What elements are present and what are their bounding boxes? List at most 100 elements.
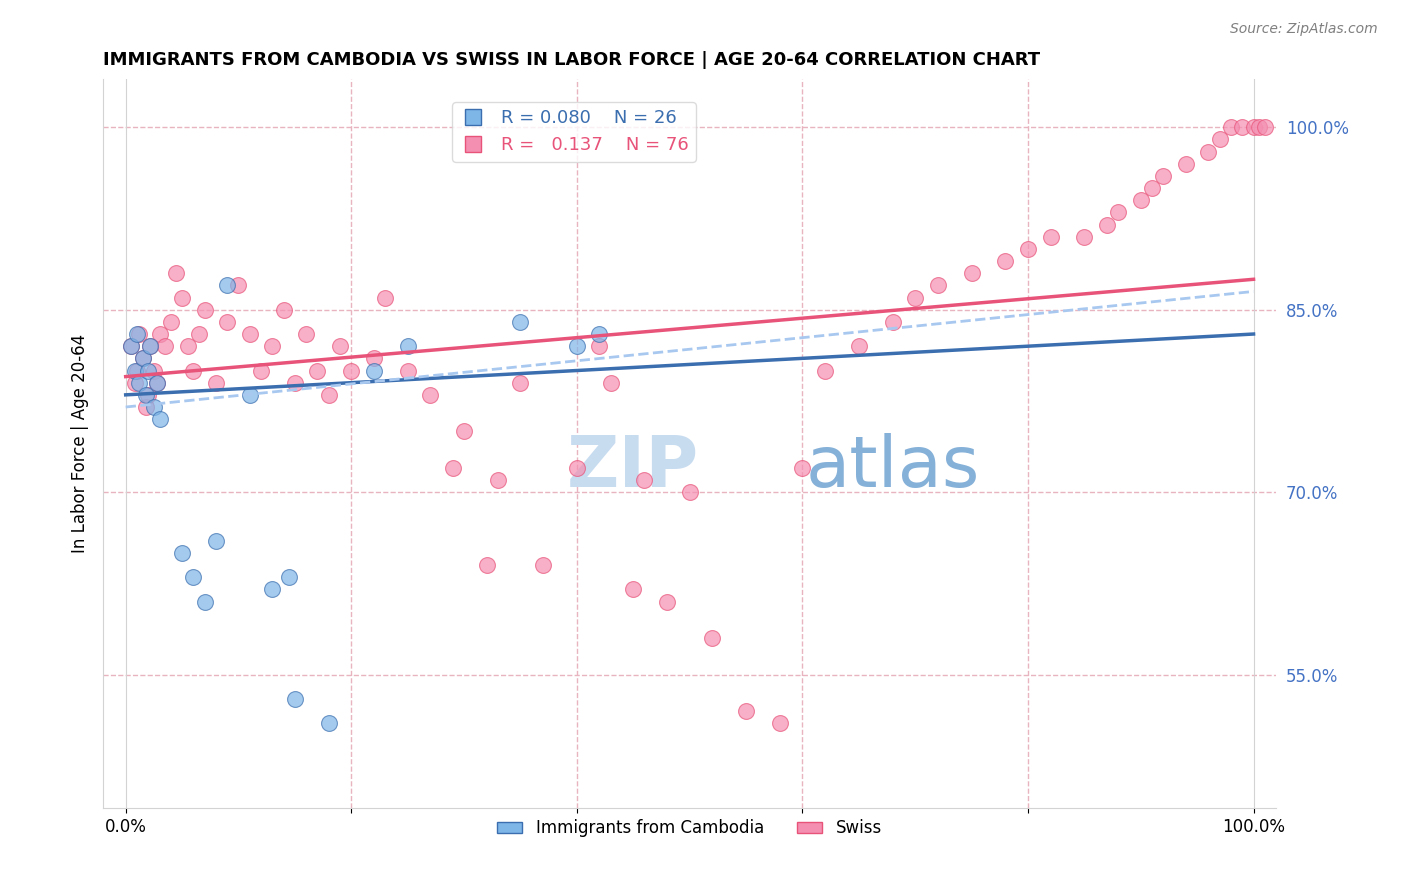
Point bbox=[486, 473, 509, 487]
Point bbox=[1209, 132, 1232, 146]
Point bbox=[136, 363, 159, 377]
Point bbox=[183, 570, 205, 584]
Point bbox=[278, 570, 301, 584]
Point bbox=[1017, 242, 1039, 256]
Legend: Immigrants from Cambodia, Swiss: Immigrants from Cambodia, Swiss bbox=[491, 813, 889, 844]
Point bbox=[340, 363, 363, 377]
Point bbox=[120, 339, 142, 353]
Point bbox=[509, 315, 531, 329]
Point bbox=[1254, 120, 1277, 135]
Point bbox=[239, 326, 262, 341]
Point bbox=[475, 558, 498, 573]
Point bbox=[814, 363, 837, 377]
Point bbox=[588, 326, 610, 341]
Point bbox=[172, 546, 194, 560]
Point bbox=[217, 315, 239, 329]
Point bbox=[205, 533, 228, 548]
Point bbox=[177, 339, 200, 353]
Point bbox=[702, 631, 724, 645]
Point bbox=[262, 339, 284, 353]
Point bbox=[565, 460, 588, 475]
Point bbox=[1152, 169, 1174, 183]
Point bbox=[146, 376, 169, 390]
Point bbox=[1129, 193, 1152, 207]
Point bbox=[374, 291, 396, 305]
Point bbox=[142, 363, 165, 377]
Point bbox=[396, 339, 419, 353]
Point bbox=[284, 376, 307, 390]
Point bbox=[1232, 120, 1254, 135]
Point bbox=[139, 339, 162, 353]
Point bbox=[135, 400, 157, 414]
Point bbox=[124, 363, 146, 377]
Point bbox=[307, 363, 329, 377]
Point bbox=[284, 692, 307, 706]
Point bbox=[1249, 120, 1271, 135]
Point bbox=[125, 363, 148, 377]
Point bbox=[172, 291, 194, 305]
Point bbox=[960, 266, 983, 280]
Point bbox=[588, 339, 610, 353]
Point bbox=[318, 716, 340, 731]
Text: atlas: atlas bbox=[806, 434, 980, 502]
Point bbox=[124, 376, 146, 390]
Point bbox=[419, 388, 441, 402]
Point bbox=[441, 460, 464, 475]
Point bbox=[904, 291, 927, 305]
Point bbox=[262, 582, 284, 597]
Point bbox=[363, 351, 385, 366]
Point bbox=[1039, 229, 1062, 244]
Point bbox=[599, 376, 621, 390]
Point bbox=[148, 326, 170, 341]
Point bbox=[1197, 145, 1219, 159]
Point bbox=[1174, 157, 1197, 171]
Point bbox=[131, 351, 153, 366]
Point bbox=[146, 376, 169, 390]
Point bbox=[735, 704, 758, 718]
Point bbox=[1107, 205, 1129, 219]
Point bbox=[295, 326, 318, 341]
Point bbox=[250, 363, 273, 377]
Point bbox=[1140, 181, 1163, 195]
Point bbox=[194, 594, 217, 608]
Point bbox=[136, 388, 159, 402]
Point bbox=[994, 254, 1017, 268]
Point bbox=[1220, 120, 1243, 135]
Point bbox=[183, 363, 205, 377]
Point bbox=[396, 363, 419, 377]
Point bbox=[318, 388, 340, 402]
Point bbox=[217, 278, 239, 293]
Point bbox=[273, 302, 295, 317]
Point bbox=[125, 326, 148, 341]
Point bbox=[329, 339, 352, 353]
Point bbox=[194, 302, 217, 317]
Point bbox=[1243, 120, 1265, 135]
Point bbox=[509, 376, 531, 390]
Point bbox=[139, 339, 162, 353]
Point bbox=[769, 716, 792, 731]
Point bbox=[165, 266, 187, 280]
Point bbox=[655, 594, 678, 608]
Point bbox=[882, 315, 904, 329]
Text: IMMIGRANTS FROM CAMBODIA VS SWISS IN LABOR FORCE | AGE 20-64 CORRELATION CHART: IMMIGRANTS FROM CAMBODIA VS SWISS IN LAB… bbox=[103, 51, 1040, 69]
Point bbox=[153, 339, 176, 353]
Point bbox=[128, 376, 150, 390]
Text: Source: ZipAtlas.com: Source: ZipAtlas.com bbox=[1230, 22, 1378, 37]
Point bbox=[205, 376, 228, 390]
Point bbox=[239, 388, 262, 402]
Point bbox=[1095, 218, 1118, 232]
Text: ZIP: ZIP bbox=[567, 434, 699, 502]
Point bbox=[363, 363, 385, 377]
Point bbox=[621, 582, 644, 597]
Point bbox=[135, 388, 157, 402]
Point bbox=[142, 400, 165, 414]
Point bbox=[188, 326, 211, 341]
Point bbox=[131, 351, 153, 366]
Y-axis label: In Labor Force | Age 20-64: In Labor Force | Age 20-64 bbox=[72, 334, 89, 553]
Point bbox=[148, 412, 170, 426]
Point bbox=[228, 278, 250, 293]
Point bbox=[848, 339, 870, 353]
Point bbox=[792, 460, 814, 475]
Point bbox=[633, 473, 655, 487]
Point bbox=[120, 339, 142, 353]
